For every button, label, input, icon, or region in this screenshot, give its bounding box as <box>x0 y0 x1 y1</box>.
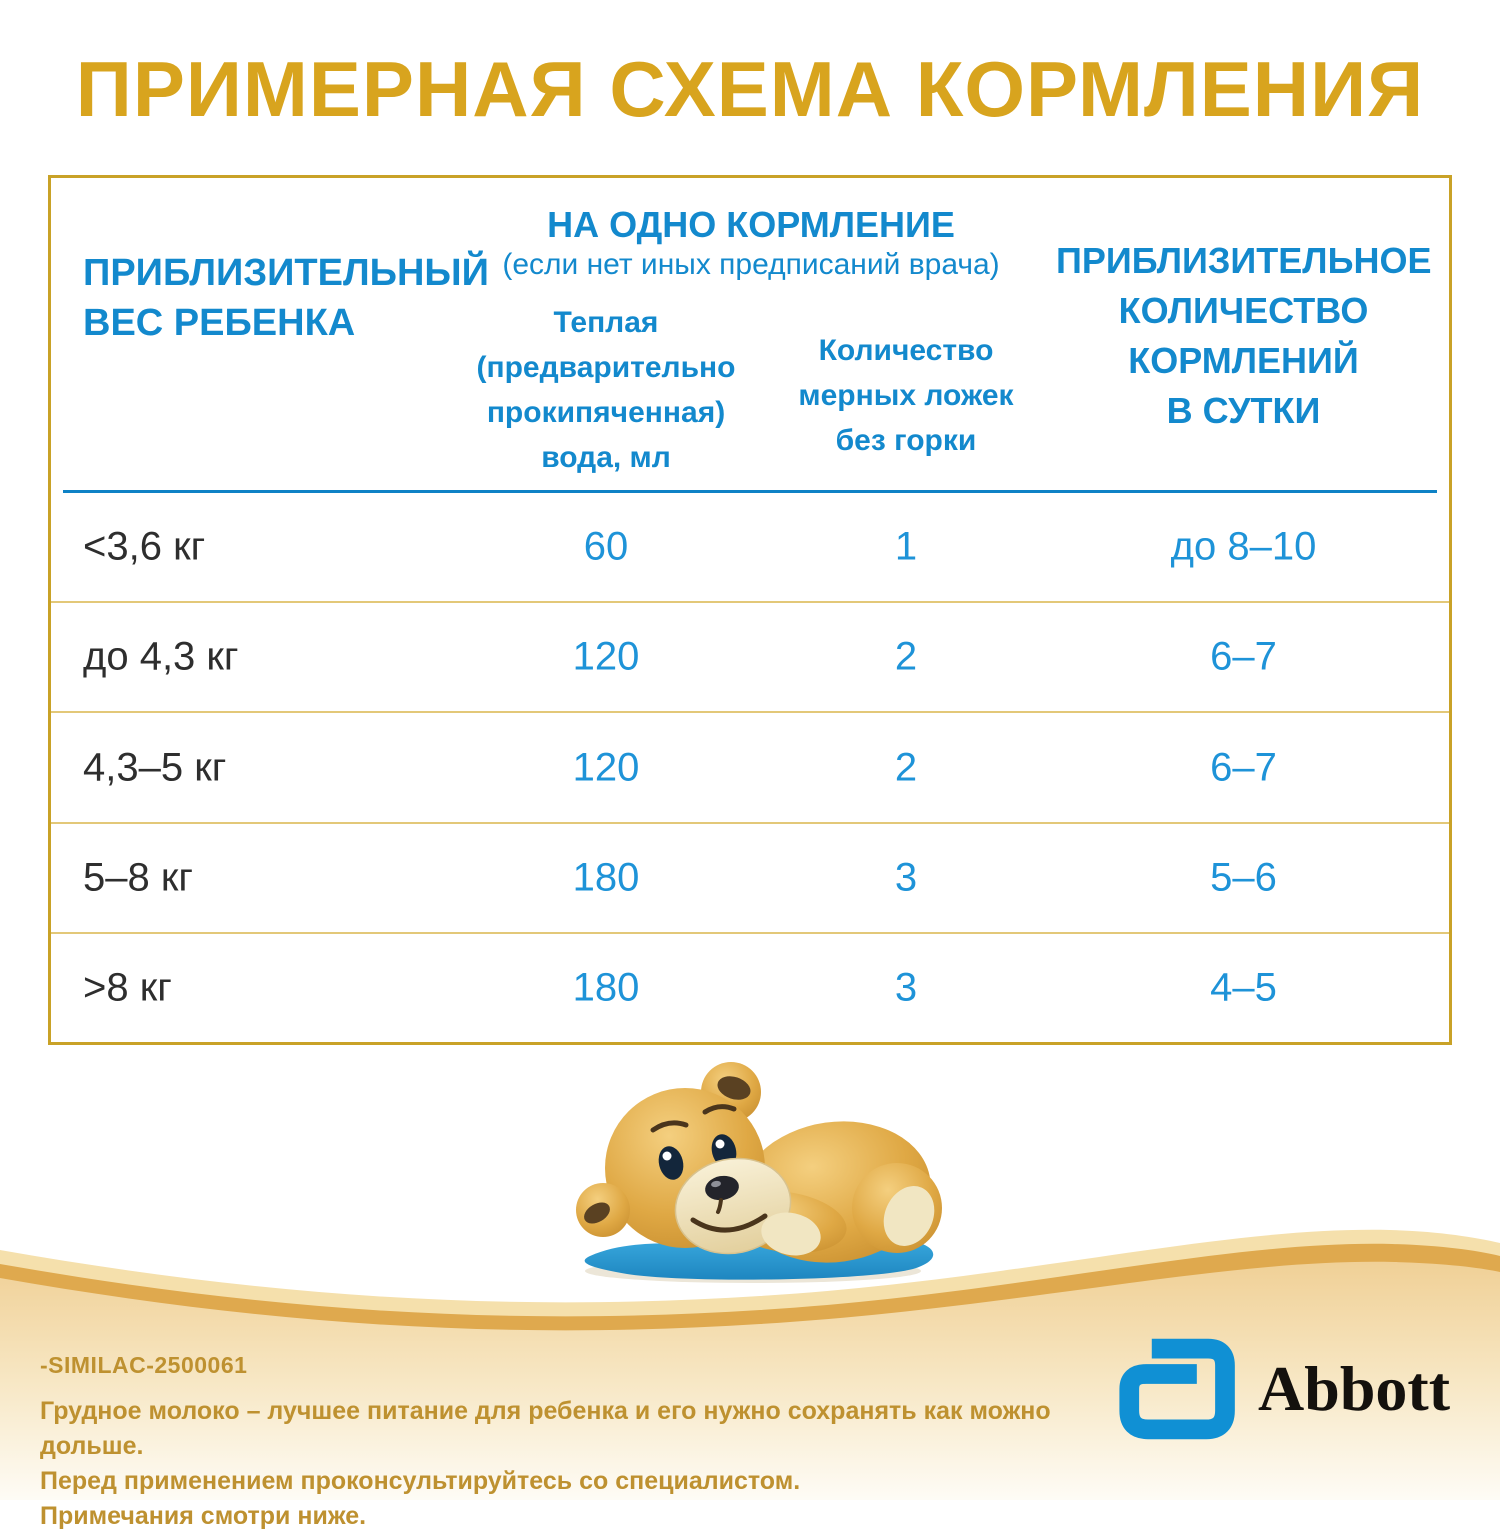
column-header-water-line3: прокипяченная) <box>486 396 726 429</box>
column-header-daily-feedings: ПРИБЛИЗИТЕЛЬНОЕ КОЛИЧЕСТВО КОРМЛЕНИЙ В С… <box>1056 236 1431 436</box>
table-row: >8 кг 180 3 4–5 <box>51 931 1449 1042</box>
column-header-scoops-line2: мерных ложек <box>798 379 1014 412</box>
cell-weight: 5–8 кг <box>83 855 193 900</box>
table-row: 5–8 кг 180 3 5–6 <box>51 821 1449 932</box>
cell-feedings-per-day: 6–7 <box>1210 634 1277 679</box>
gold-wave-band <box>0 1229 1500 1500</box>
column-header-weight-line2: ВЕС РЕБЕНКА <box>83 302 356 344</box>
column-header-water-line4: вода, мл <box>541 441 671 474</box>
group-header-per-feeding-note: (если нет иных предписаний врача) <box>502 248 1000 281</box>
product-code: -SIMILAC-2500061 <box>40 1352 248 1378</box>
cell-weight: <3,6 кг <box>83 524 206 569</box>
cell-weight: до 4,3 кг <box>83 634 239 679</box>
column-header-water-line1: Теплая <box>553 306 659 339</box>
page-title: ПРИМЕРНАЯ СХЕМА КОРМЛЕНИЯ <box>75 45 1425 133</box>
cell-feedings-per-day: до 8–10 <box>1170 524 1317 569</box>
table-row: <3,6 кг 60 1 до 8–10 <box>51 493 1449 601</box>
column-header-water-line2: (предварительно <box>476 351 736 384</box>
cell-weight: 4,3–5 кг <box>83 745 227 789</box>
cell-water-ml: 60 <box>583 524 629 569</box>
abbott-a-icon <box>1119 1338 1235 1440</box>
cell-water-ml: 180 <box>572 965 640 1010</box>
footer-notes: Грудное молоко – лучшее питание для ребе… <box>40 1394 1070 1534</box>
cell-scoops: 3 <box>894 965 918 1010</box>
cell-feedings-per-day: 6–7 <box>1210 745 1277 789</box>
table-row: до 4,3 кг 120 2 6–7 <box>51 601 1449 711</box>
cell-feedings-per-day: 5–6 <box>1210 855 1277 900</box>
cell-water-ml: 120 <box>572 634 640 679</box>
header-divider-line <box>63 490 1437 493</box>
column-header-daily-line1: ПРИБЛИЗИТЕЛЬНОЕ <box>1056 240 1432 281</box>
column-header-water: Теплая (предварительно прокипяченная) во… <box>451 300 761 480</box>
feeding-table: ПРИБЛИЗИТЕЛЬНЫЙ ВЕС РЕБЕНКА НА ОДНО КОРМ… <box>48 175 1452 1045</box>
column-header-daily-line2: КОЛИЧЕСТВО <box>1118 290 1369 331</box>
column-header-scoops: Количество мерных ложек без горки <box>781 328 1031 463</box>
abbott-logo: Abbott <box>1118 1336 1450 1442</box>
column-header-daily-line4: В СУТКИ <box>1166 390 1321 431</box>
column-header-daily-line3: КОРМЛЕНИЙ <box>1128 340 1359 381</box>
cell-water-ml: 180 <box>572 855 640 900</box>
column-header-scoops-line3: без горки <box>835 424 977 457</box>
footer-note-line3: Примечания смотри ниже. <box>40 1502 367 1530</box>
cell-weight: >8 кг <box>83 965 172 1010</box>
cell-scoops: 1 <box>894 524 918 569</box>
cell-scoops: 2 <box>894 634 918 679</box>
table-body: <3,6 кг 60 1 до 8–10 до 4,3 кг 120 2 6–7… <box>51 493 1449 1042</box>
cell-scoops: 3 <box>894 855 918 900</box>
sleeping-teddy-bear-illustration <box>576 1062 942 1283</box>
cell-feedings-per-day: 4–5 <box>1210 965 1277 1010</box>
column-header-weight: ПРИБЛИЗИТЕЛЬНЫЙ ВЕС РЕБЕНКА <box>83 248 489 348</box>
column-header-scoops-line1: Количество <box>818 334 994 367</box>
group-header-per-feeding: НА ОДНО КОРМЛЕНИЕ <box>547 204 955 245</box>
footer-note-line1: Грудное молоко – лучшее питание для ребе… <box>40 1397 1051 1460</box>
table-row: 4,3–5 кг 120 2 6–7 <box>51 711 1449 821</box>
cell-scoops: 2 <box>894 745 918 789</box>
abbott-wordmark: Abbott <box>1258 1353 1451 1424</box>
column-header-weight-line1: ПРИБЛИЗИТЕЛЬНЫЙ <box>83 252 489 294</box>
footer-note-line2: Перед применением проконсультируйтесь со… <box>40 1467 801 1495</box>
cell-water-ml: 120 <box>572 745 640 789</box>
